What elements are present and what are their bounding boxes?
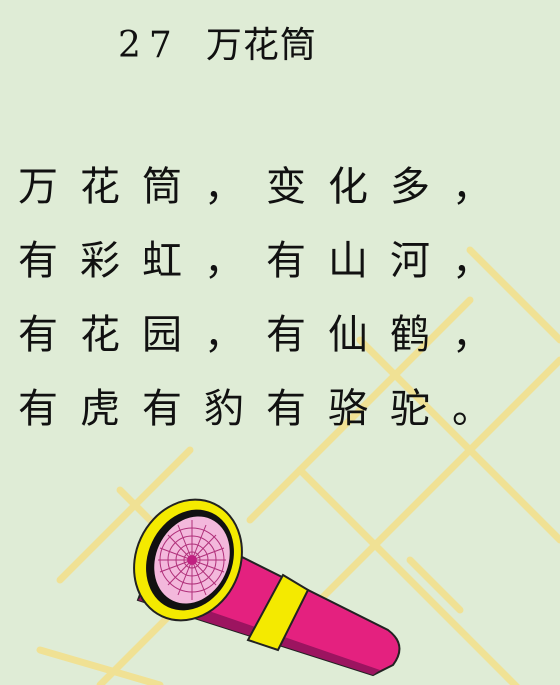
poem-line: 有虎有豹有骆驼。 [18, 386, 514, 432]
poem-line: 有花园，有仙鹤， [18, 312, 514, 358]
poem-line: 有彩虹，有山河， [18, 238, 514, 284]
lesson-title: 27 万花筒 [118, 16, 317, 68]
poem-line: 万花筒，变化多， [18, 164, 514, 210]
lesson-number: 27 [118, 25, 180, 66]
poem-text: 万花筒，变化多， 有彩虹，有山河， 有花园，有仙鹤， 有虎有豹有骆驼。 [18, 150, 514, 446]
lesson-title-text: 万花筒 [205, 25, 317, 66]
kaleidoscope-icon [133, 498, 401, 677]
